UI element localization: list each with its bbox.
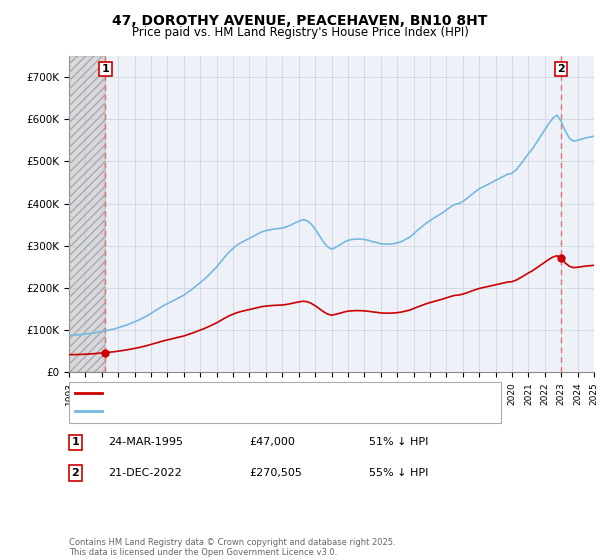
Bar: [69, 56, 106, 372]
Text: 51% ↓ HPI: 51% ↓ HPI: [369, 437, 428, 447]
Text: Price paid vs. HM Land Registry's House Price Index (HPI): Price paid vs. HM Land Registry's House …: [131, 26, 469, 39]
Text: 2: 2: [557, 64, 565, 74]
Text: 21-DEC-2022: 21-DEC-2022: [108, 468, 182, 478]
Text: Contains HM Land Registry data © Crown copyright and database right 2025.
This d: Contains HM Land Registry data © Crown c…: [69, 538, 395, 557]
Text: 24-MAR-1995: 24-MAR-1995: [108, 437, 183, 447]
Text: £47,000: £47,000: [249, 437, 295, 447]
Text: 47, DOROTHY AVENUE, PEACEHAVEN, BN10 8HT: 47, DOROTHY AVENUE, PEACEHAVEN, BN10 8HT: [112, 14, 488, 28]
Text: 1: 1: [101, 64, 109, 74]
Text: £270,505: £270,505: [249, 468, 302, 478]
Text: 1: 1: [71, 437, 79, 447]
Bar: [69, 56, 106, 372]
Text: 47, DOROTHY AVENUE, PEACEHAVEN, BN10 8HT (detached house): 47, DOROTHY AVENUE, PEACEHAVEN, BN10 8HT…: [107, 389, 432, 398]
Text: 55% ↓ HPI: 55% ↓ HPI: [369, 468, 428, 478]
Text: HPI: Average price, detached house, Lewes: HPI: Average price, detached house, Lewe…: [107, 407, 318, 416]
Text: 2: 2: [71, 468, 79, 478]
